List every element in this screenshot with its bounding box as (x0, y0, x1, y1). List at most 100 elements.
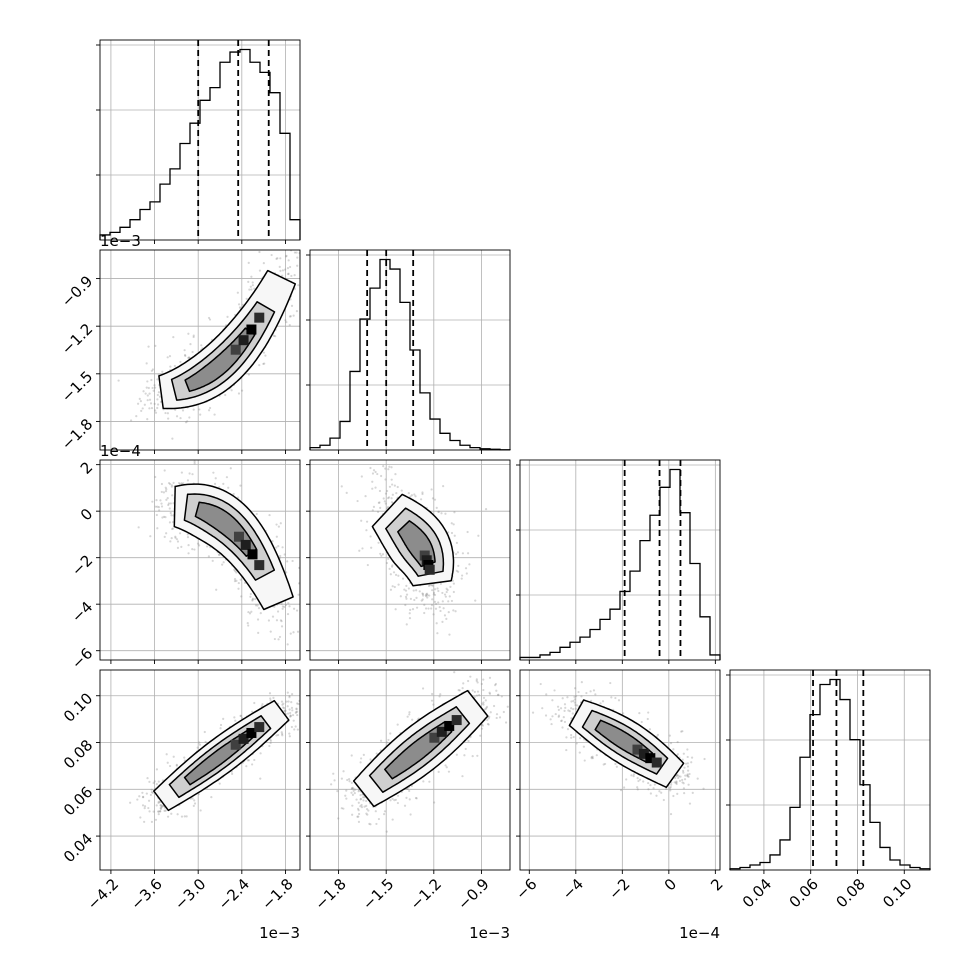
scatter-point (143, 807, 146, 810)
histogram-panel-2 (516, 459, 721, 664)
scatter-point (275, 546, 278, 549)
scatter-point (351, 813, 354, 816)
scatter-point (160, 806, 163, 809)
scatter-point (217, 553, 221, 556)
scatter-point (379, 552, 382, 555)
scatter-point (286, 705, 289, 708)
scatter-point (273, 605, 276, 608)
scatter-point (427, 607, 430, 610)
density-layer (100, 444, 303, 660)
scatter-point (433, 600, 437, 603)
scatter-point (227, 486, 230, 489)
scatter-point (452, 590, 455, 594)
scatter-point (340, 485, 343, 488)
scatter-point (171, 494, 174, 497)
scatter-point (351, 786, 354, 789)
scatter-point (442, 607, 445, 610)
scatter-point (281, 607, 284, 610)
scatter-point (688, 772, 691, 776)
scatter-point (150, 369, 153, 372)
scatter-point (447, 611, 450, 614)
scatter-point (366, 813, 369, 816)
scatter-point (180, 471, 183, 474)
scatter-point (231, 444, 233, 446)
scatter-point (226, 315, 229, 318)
scatter-point (686, 762, 689, 765)
scatter-point (281, 605, 285, 608)
scatter-point (170, 536, 173, 540)
scatter-point (176, 813, 179, 816)
scatter-point (672, 794, 675, 798)
scatter-point (239, 578, 242, 581)
scatter-point (188, 416, 191, 419)
scatter-point (669, 785, 672, 789)
y-tick-label: −1.5 (58, 367, 96, 405)
scatter-point (265, 235, 267, 237)
scatter-point (636, 786, 639, 789)
scatter-point (158, 395, 162, 398)
scatter-point (214, 477, 217, 480)
scatter-point (481, 723, 484, 726)
scatter-point (382, 465, 385, 468)
scatter-point (283, 709, 286, 712)
density-panel-0-1 (96, 235, 301, 454)
scatter-point (450, 522, 453, 525)
scatter-point (390, 497, 393, 500)
scatter-point (441, 591, 444, 595)
scatter-point (158, 801, 162, 804)
scatter-point (413, 493, 416, 496)
scatter-point (203, 730, 206, 734)
scatter-point (686, 765, 690, 768)
scatter-point (351, 804, 354, 807)
scatter-point (681, 781, 684, 784)
scatter-point (192, 804, 195, 807)
scatter-point (183, 756, 186, 759)
scatter-point (374, 486, 377, 489)
scatter-point (686, 775, 689, 778)
scatter-point (259, 611, 262, 615)
scatter-point (415, 589, 418, 592)
scatter-point (269, 697, 272, 700)
scatter-point (222, 561, 225, 564)
scatter-point (403, 804, 407, 807)
density-panel-1-3 (306, 669, 511, 874)
scatter-point (148, 398, 152, 401)
scatter-point (424, 607, 428, 610)
scatter-point (279, 554, 282, 558)
scatter-point (460, 577, 463, 580)
scatter-point (391, 493, 394, 496)
scatter-point (371, 480, 374, 483)
scatter-point (440, 512, 443, 515)
scatter-point (379, 739, 383, 742)
scatter-point (157, 780, 160, 783)
scatter-point (169, 483, 172, 486)
scatter-point (173, 364, 176, 368)
scatter-point (684, 774, 687, 777)
scatter-point (365, 812, 368, 815)
scatter-point (425, 595, 428, 598)
scatter-point (254, 604, 258, 607)
scatter-point (463, 754, 466, 757)
scatter-point (189, 343, 192, 346)
scatter-point (273, 637, 276, 641)
scatter-point (367, 809, 370, 812)
scatter-point (342, 770, 345, 773)
scatter-point (646, 717, 649, 721)
scatter-point (237, 303, 241, 306)
histogram-steps (99, 48, 301, 240)
scatter-point (143, 403, 146, 406)
scatter-point (229, 467, 232, 470)
scatter-point (474, 599, 477, 602)
scatter-point (374, 810, 377, 813)
scatter-point (371, 472, 375, 475)
scatter-point (287, 602, 290, 605)
scatter-point (301, 573, 303, 575)
scatter-point (404, 603, 407, 607)
scatter-point (394, 798, 397, 801)
y-tick-label: 2 (77, 458, 96, 477)
x-tick-label: −1.8 (258, 875, 296, 913)
scatter-point (234, 719, 237, 722)
scatter-point (207, 409, 211, 412)
scatter-point (461, 775, 464, 778)
scatter-point (156, 406, 159, 410)
